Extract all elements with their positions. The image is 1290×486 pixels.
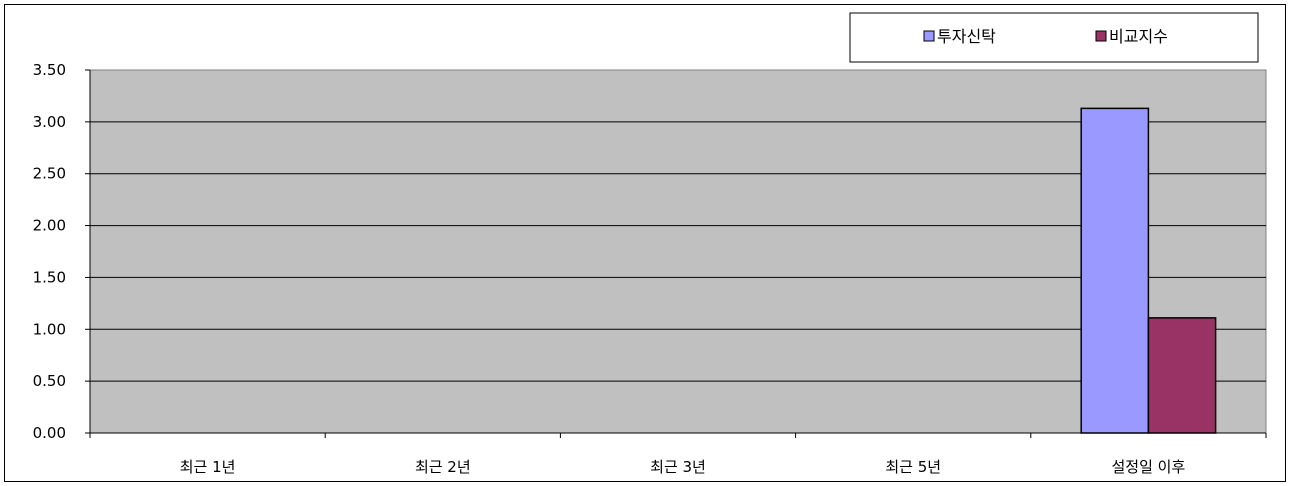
x-tick-label: 최근 2년 <box>415 458 471 476</box>
bar <box>1080 107 1150 434</box>
y-tick-label: 2.00 <box>33 217 66 235</box>
x-tick-label: 최근 1년 <box>180 458 236 476</box>
bars <box>1080 107 1217 434</box>
y-tick-label: 1.00 <box>33 320 66 338</box>
y-tick-label: 1.50 <box>33 268 66 286</box>
legend-swatch-series-1 <box>923 30 935 42</box>
y-tick-label: 0.00 <box>33 424 66 442</box>
legend: 투자신탁 비교지수 <box>849 12 1259 63</box>
x-tick-labels: 최근 1년 최근 2년 최근 3년 최근 5년 설정일 이후 <box>180 458 1186 476</box>
plot-area <box>89 69 1267 434</box>
y-tick-label: 3.00 <box>33 113 66 131</box>
legend-label-series-1: 투자신탁 <box>937 27 996 46</box>
legend-swatch-series-2 <box>1095 30 1107 42</box>
y-tick-label: 0.50 <box>33 372 66 390</box>
axes <box>89 70 1267 438</box>
legend-label-series-2: 비교지수 <box>1109 27 1168 46</box>
y-tick-label: 2.50 <box>33 165 66 183</box>
x-tick-label: 최근 5년 <box>885 458 941 476</box>
bar <box>1147 317 1217 434</box>
gridlines <box>85 69 1266 434</box>
x-tick-label: 최근 3년 <box>650 458 706 476</box>
y-tick-labels: 0.00 0.50 1.00 1.50 2.00 2.50 3.00 3.50 <box>33 61 66 442</box>
y-tick-label: 3.50 <box>33 61 66 79</box>
legend-box <box>849 12 1259 63</box>
x-tick-label: 설정일 이후 <box>1112 458 1186 476</box>
